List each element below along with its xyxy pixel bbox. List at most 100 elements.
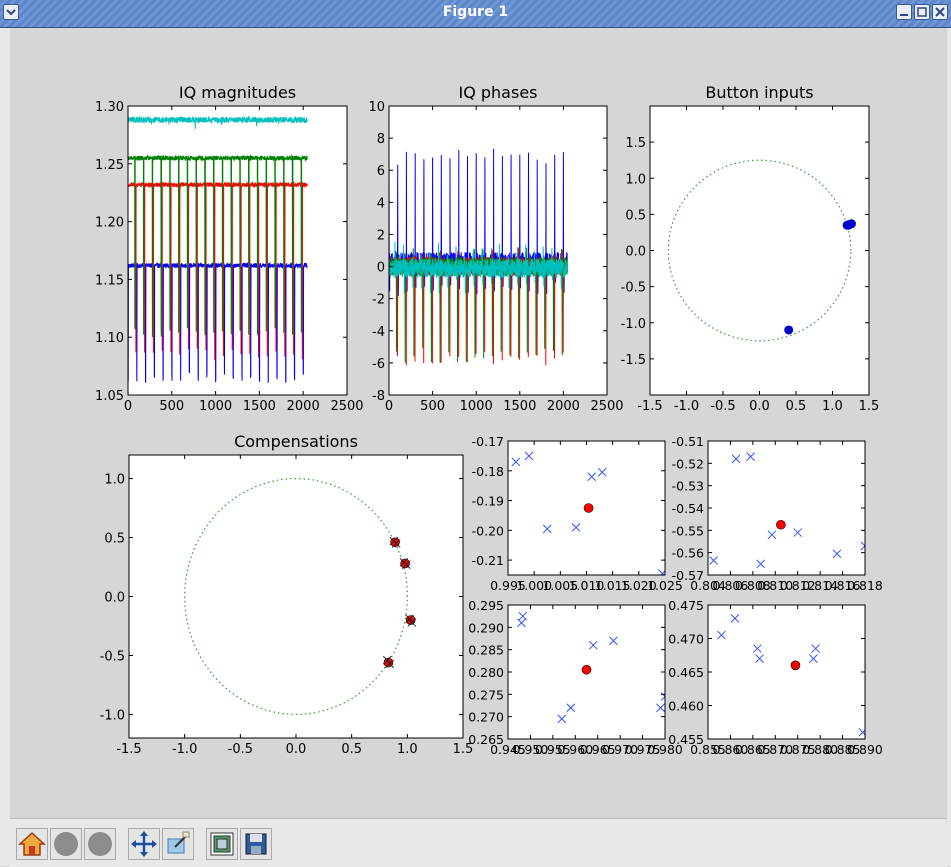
y-tick-label: -8 (372, 389, 385, 404)
x-tick-label: 0.804 (690, 578, 726, 593)
y-tick-label: 0.290 (468, 620, 504, 635)
x-marker (746, 452, 755, 461)
x-tick-label: -1.0 (674, 399, 699, 414)
axes-title: Compensations (234, 432, 358, 451)
window-border (0, 28, 10, 866)
x-marker (511, 457, 521, 467)
x-tick-label: 0.0 (286, 742, 307, 757)
x-tick-label: 0.5 (341, 742, 362, 757)
figure-svg: 0 500 1000 1500 2000 25001.051.101.151.201.25… (95, 83, 883, 757)
x-tick-label: 0.860 (713, 742, 749, 757)
x-tick-label: 0.995 (490, 578, 526, 593)
axes-6: 0.9450.9500.9550.9600.9650.9700.9750.980… (468, 598, 683, 757)
subplots-button[interactable] (206, 828, 238, 860)
x-marker (860, 541, 865, 551)
y-tick-label: -1.0 (100, 708, 125, 723)
zoom-button[interactable] (162, 828, 194, 860)
x-tick-label: 0.955 (535, 742, 571, 757)
x-marker (385, 659, 394, 669)
y-tick-label: 8 (377, 132, 385, 147)
y-tick-label: 1.15 (95, 273, 124, 288)
y-tick-label: 0.470 (668, 632, 704, 647)
x-tick-label: 2500 (330, 399, 363, 414)
chevron-down-icon (6, 9, 16, 16)
y-tick-label: -2 (372, 293, 385, 308)
axes-frame (127, 105, 348, 396)
home-button[interactable] (16, 828, 48, 860)
x-tick-label: 0.970 (602, 742, 638, 757)
input-point (784, 325, 794, 335)
y-tick-label: 0.280 (468, 665, 504, 680)
minimize-button[interactable] (896, 4, 912, 20)
y-tick-label: 0.275 (468, 687, 504, 702)
axes-background (708, 441, 865, 575)
back-button[interactable] (50, 828, 82, 860)
save-icon (245, 833, 267, 855)
y-tick-label: -0.52 (672, 456, 704, 471)
y-tick-label: 6 (377, 164, 385, 179)
x-marker (658, 569, 665, 575)
x-marker (597, 467, 607, 477)
x-tick-label: 0.965 (580, 742, 616, 757)
x-marker (588, 640, 598, 650)
y-tick-label: 0.0 (625, 245, 646, 260)
x-tick-label: 2500 (590, 399, 623, 414)
x-tick-label: 0.808 (735, 578, 771, 593)
plot-area (389, 148, 568, 366)
window-menu-button[interactable] (3, 4, 19, 20)
forward-button[interactable] (84, 828, 116, 860)
x-marker (832, 549, 842, 559)
x-tick-label: 0.945 (490, 742, 526, 757)
axes-1: 0 500 1000 1500 2000 2500 -8 -6 -4 -2 0 2 4 6 8 10 IQ ph… (368, 83, 623, 414)
y-tick-label: 0.460 (668, 699, 704, 714)
x-marker (401, 560, 411, 570)
x-marker (809, 654, 818, 663)
plot-area (517, 611, 665, 724)
plot-area (717, 614, 865, 737)
save-button[interactable] (240, 828, 272, 860)
x-marker (524, 451, 534, 461)
x-tick-label: 0 (385, 399, 393, 414)
y-tick-label: 0.5 (625, 208, 646, 223)
maximize-button[interactable] (914, 4, 930, 20)
plot-area (128, 115, 308, 383)
close-button[interactable] (932, 4, 948, 20)
x-marker (730, 614, 740, 623)
axes-background (128, 106, 347, 395)
x-marker (566, 703, 576, 713)
plot-area (511, 451, 665, 575)
x-tick-label: 0 (124, 399, 132, 414)
compensation-point (583, 503, 594, 513)
x-marker (752, 644, 762, 653)
x-tick-label: 2000 (547, 399, 580, 414)
x-tick-label: 0.880 (802, 742, 838, 757)
axes-3: -1.5 -1.0 -0.5 0.0 0.5 1.0 1.5 -1.0 -0.5 0.0 0.5 1.… (100, 432, 474, 757)
x-tick-label: 1.0 (397, 742, 418, 757)
pan-button[interactable] (128, 828, 160, 860)
plot-area (184, 477, 417, 716)
y-tick-label: -0.51 (672, 434, 704, 449)
y-tick-label: -0.53 (672, 479, 704, 494)
window-title: Figure 1 (442, 4, 509, 20)
y-tick-label: 0.0 (104, 591, 125, 606)
zoom-icon (167, 831, 190, 854)
x-marker (811, 644, 821, 653)
y-tick-label: 1.20 (95, 216, 124, 231)
axes-frame (388, 105, 608, 396)
y-tick-label: -1.5 (621, 353, 646, 368)
x-tick-label: 0.810 (757, 578, 793, 593)
forward-icon (88, 832, 112, 856)
y-tick-label: -0.54 (672, 501, 704, 516)
y-tick-label: 0.5 (104, 532, 125, 547)
x-marker (542, 524, 552, 534)
figure-canvas[interactable]: 0 500 1000 1500 2000 2500 1.05 1.10 1.15 1.20 1.25… (10, 28, 947, 818)
x-tick-label: 0.870 (757, 742, 793, 757)
window-titlebar: Figure 1 (0, 0, 951, 28)
x-tick-label: 1000 (460, 399, 493, 414)
x-tick-label: 0.975 (625, 742, 661, 757)
x-tick-label: 0.865 (735, 742, 771, 757)
x-tick-label: 0.885 (825, 742, 861, 757)
x-tick-label: 1500 (243, 399, 276, 414)
close-icon (935, 7, 945, 17)
x-marker (755, 654, 764, 663)
